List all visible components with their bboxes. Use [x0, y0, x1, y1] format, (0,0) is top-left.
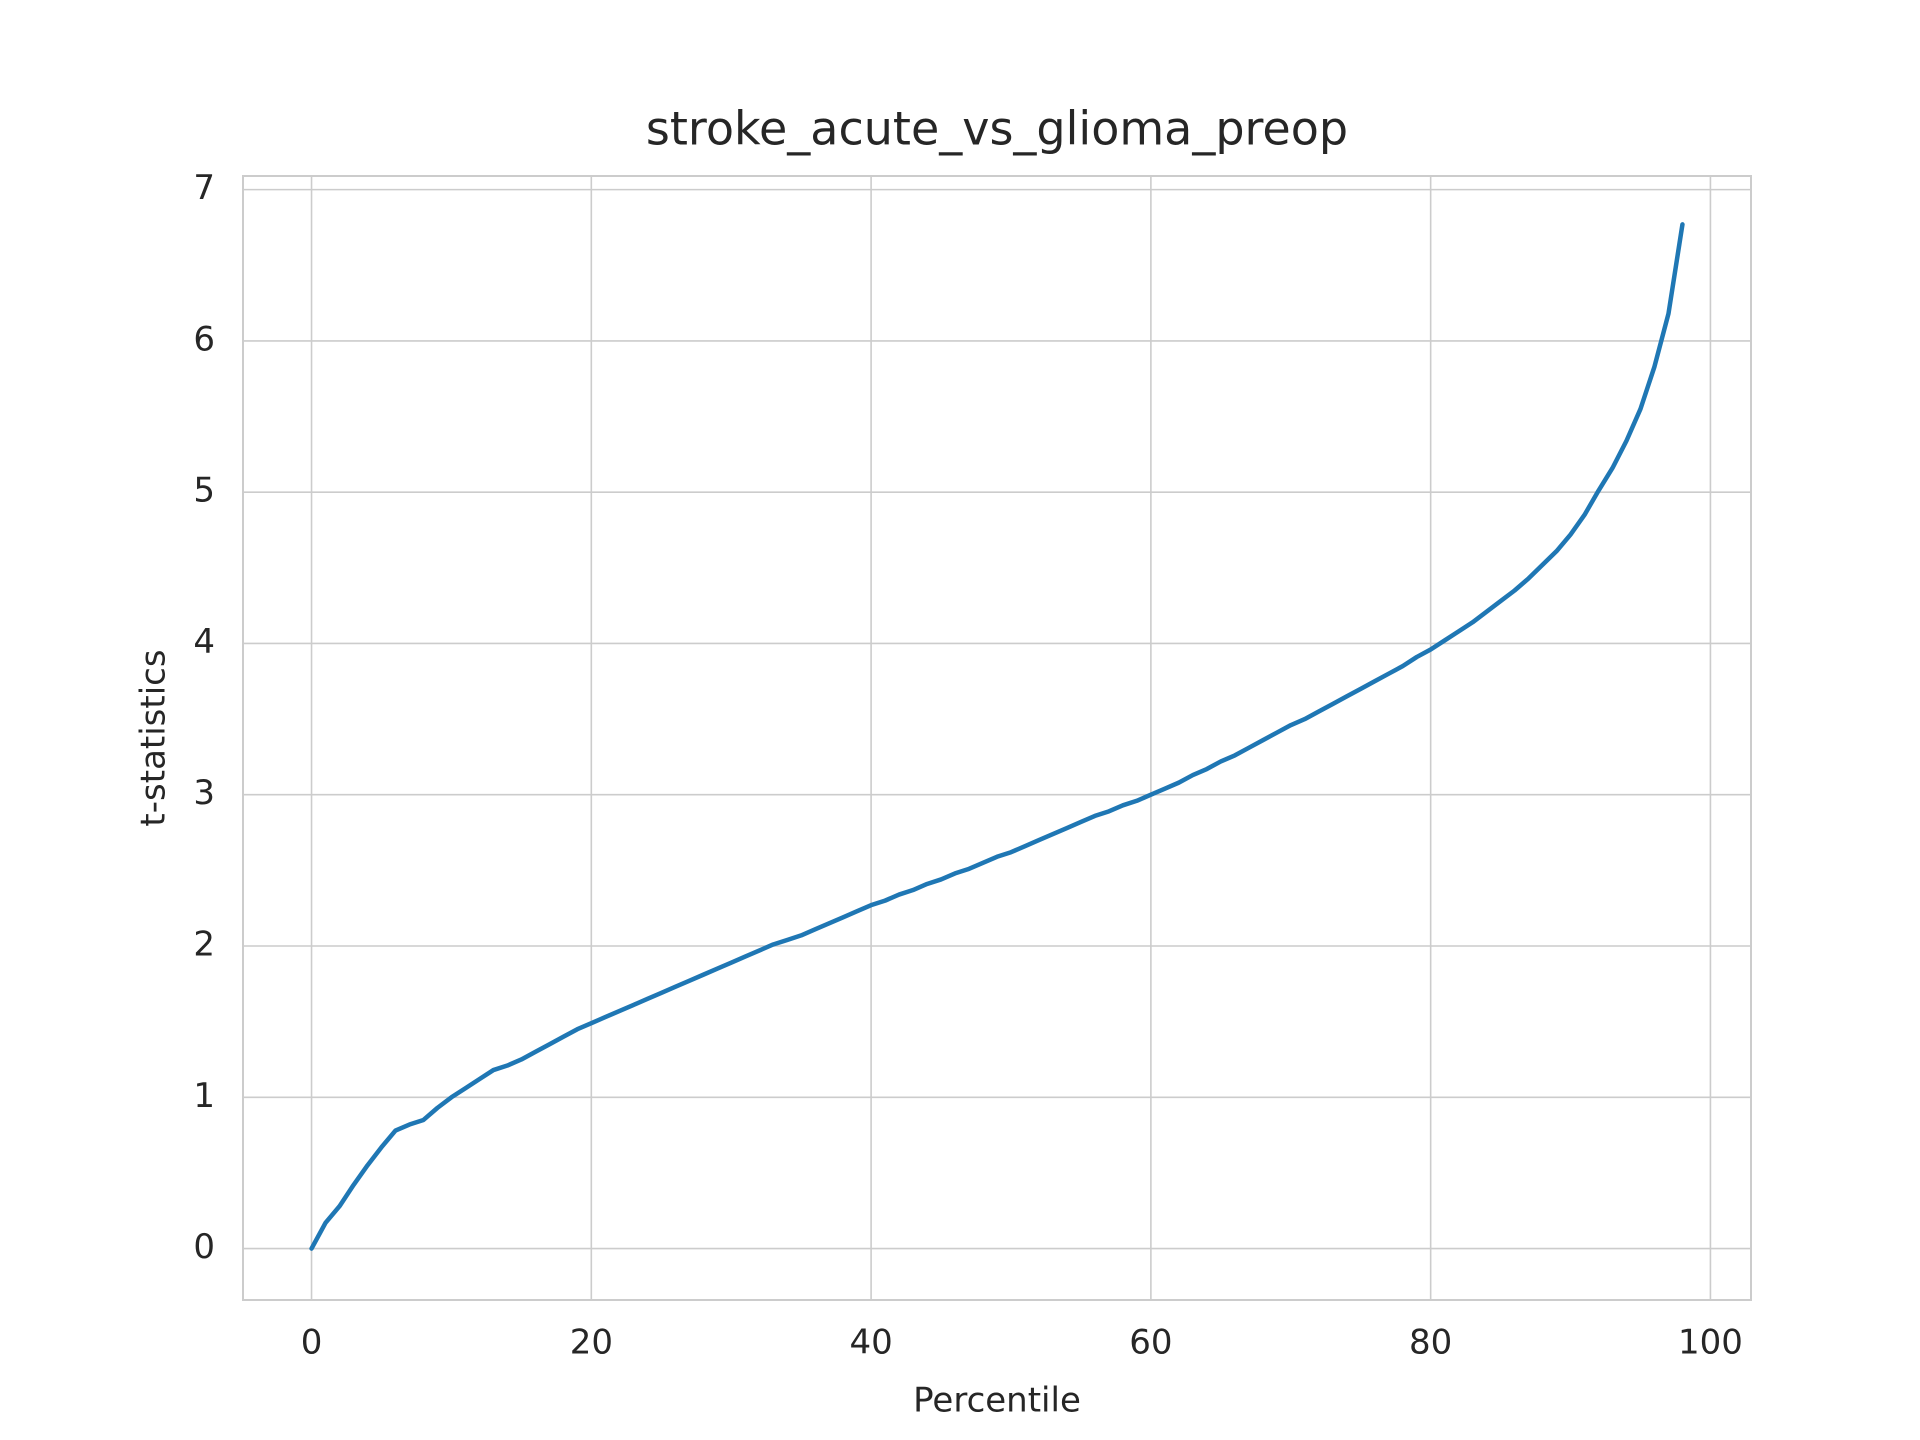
- y-tick-label: 6: [193, 319, 215, 359]
- x-tick-label: 40: [849, 1323, 892, 1363]
- y-tick-label: 2: [193, 925, 215, 965]
- y-tick-label: 7: [193, 168, 215, 208]
- y-axis-label: t-statistics: [134, 649, 174, 826]
- data-line: [309, 222, 1685, 1251]
- y-tick-label: 4: [193, 622, 215, 662]
- x-tick-label: 100: [1678, 1323, 1743, 1363]
- x-axis-label: Percentile: [913, 1381, 1081, 1421]
- plot-frame: [242, 175, 1752, 1301]
- chart-title: stroke_acute_vs_glioma_preop: [646, 102, 1348, 156]
- x-tick-label: 20: [570, 1323, 613, 1363]
- y-tick-label: 0: [193, 1227, 215, 1267]
- y-tick-label: 3: [193, 773, 215, 813]
- x-tick-label: 80: [1409, 1323, 1452, 1363]
- y-tick-label: 5: [193, 471, 215, 511]
- x-tick-label: 60: [1129, 1323, 1172, 1363]
- y-tick-label: 1: [193, 1076, 215, 1116]
- x-tick-label: 0: [301, 1323, 323, 1363]
